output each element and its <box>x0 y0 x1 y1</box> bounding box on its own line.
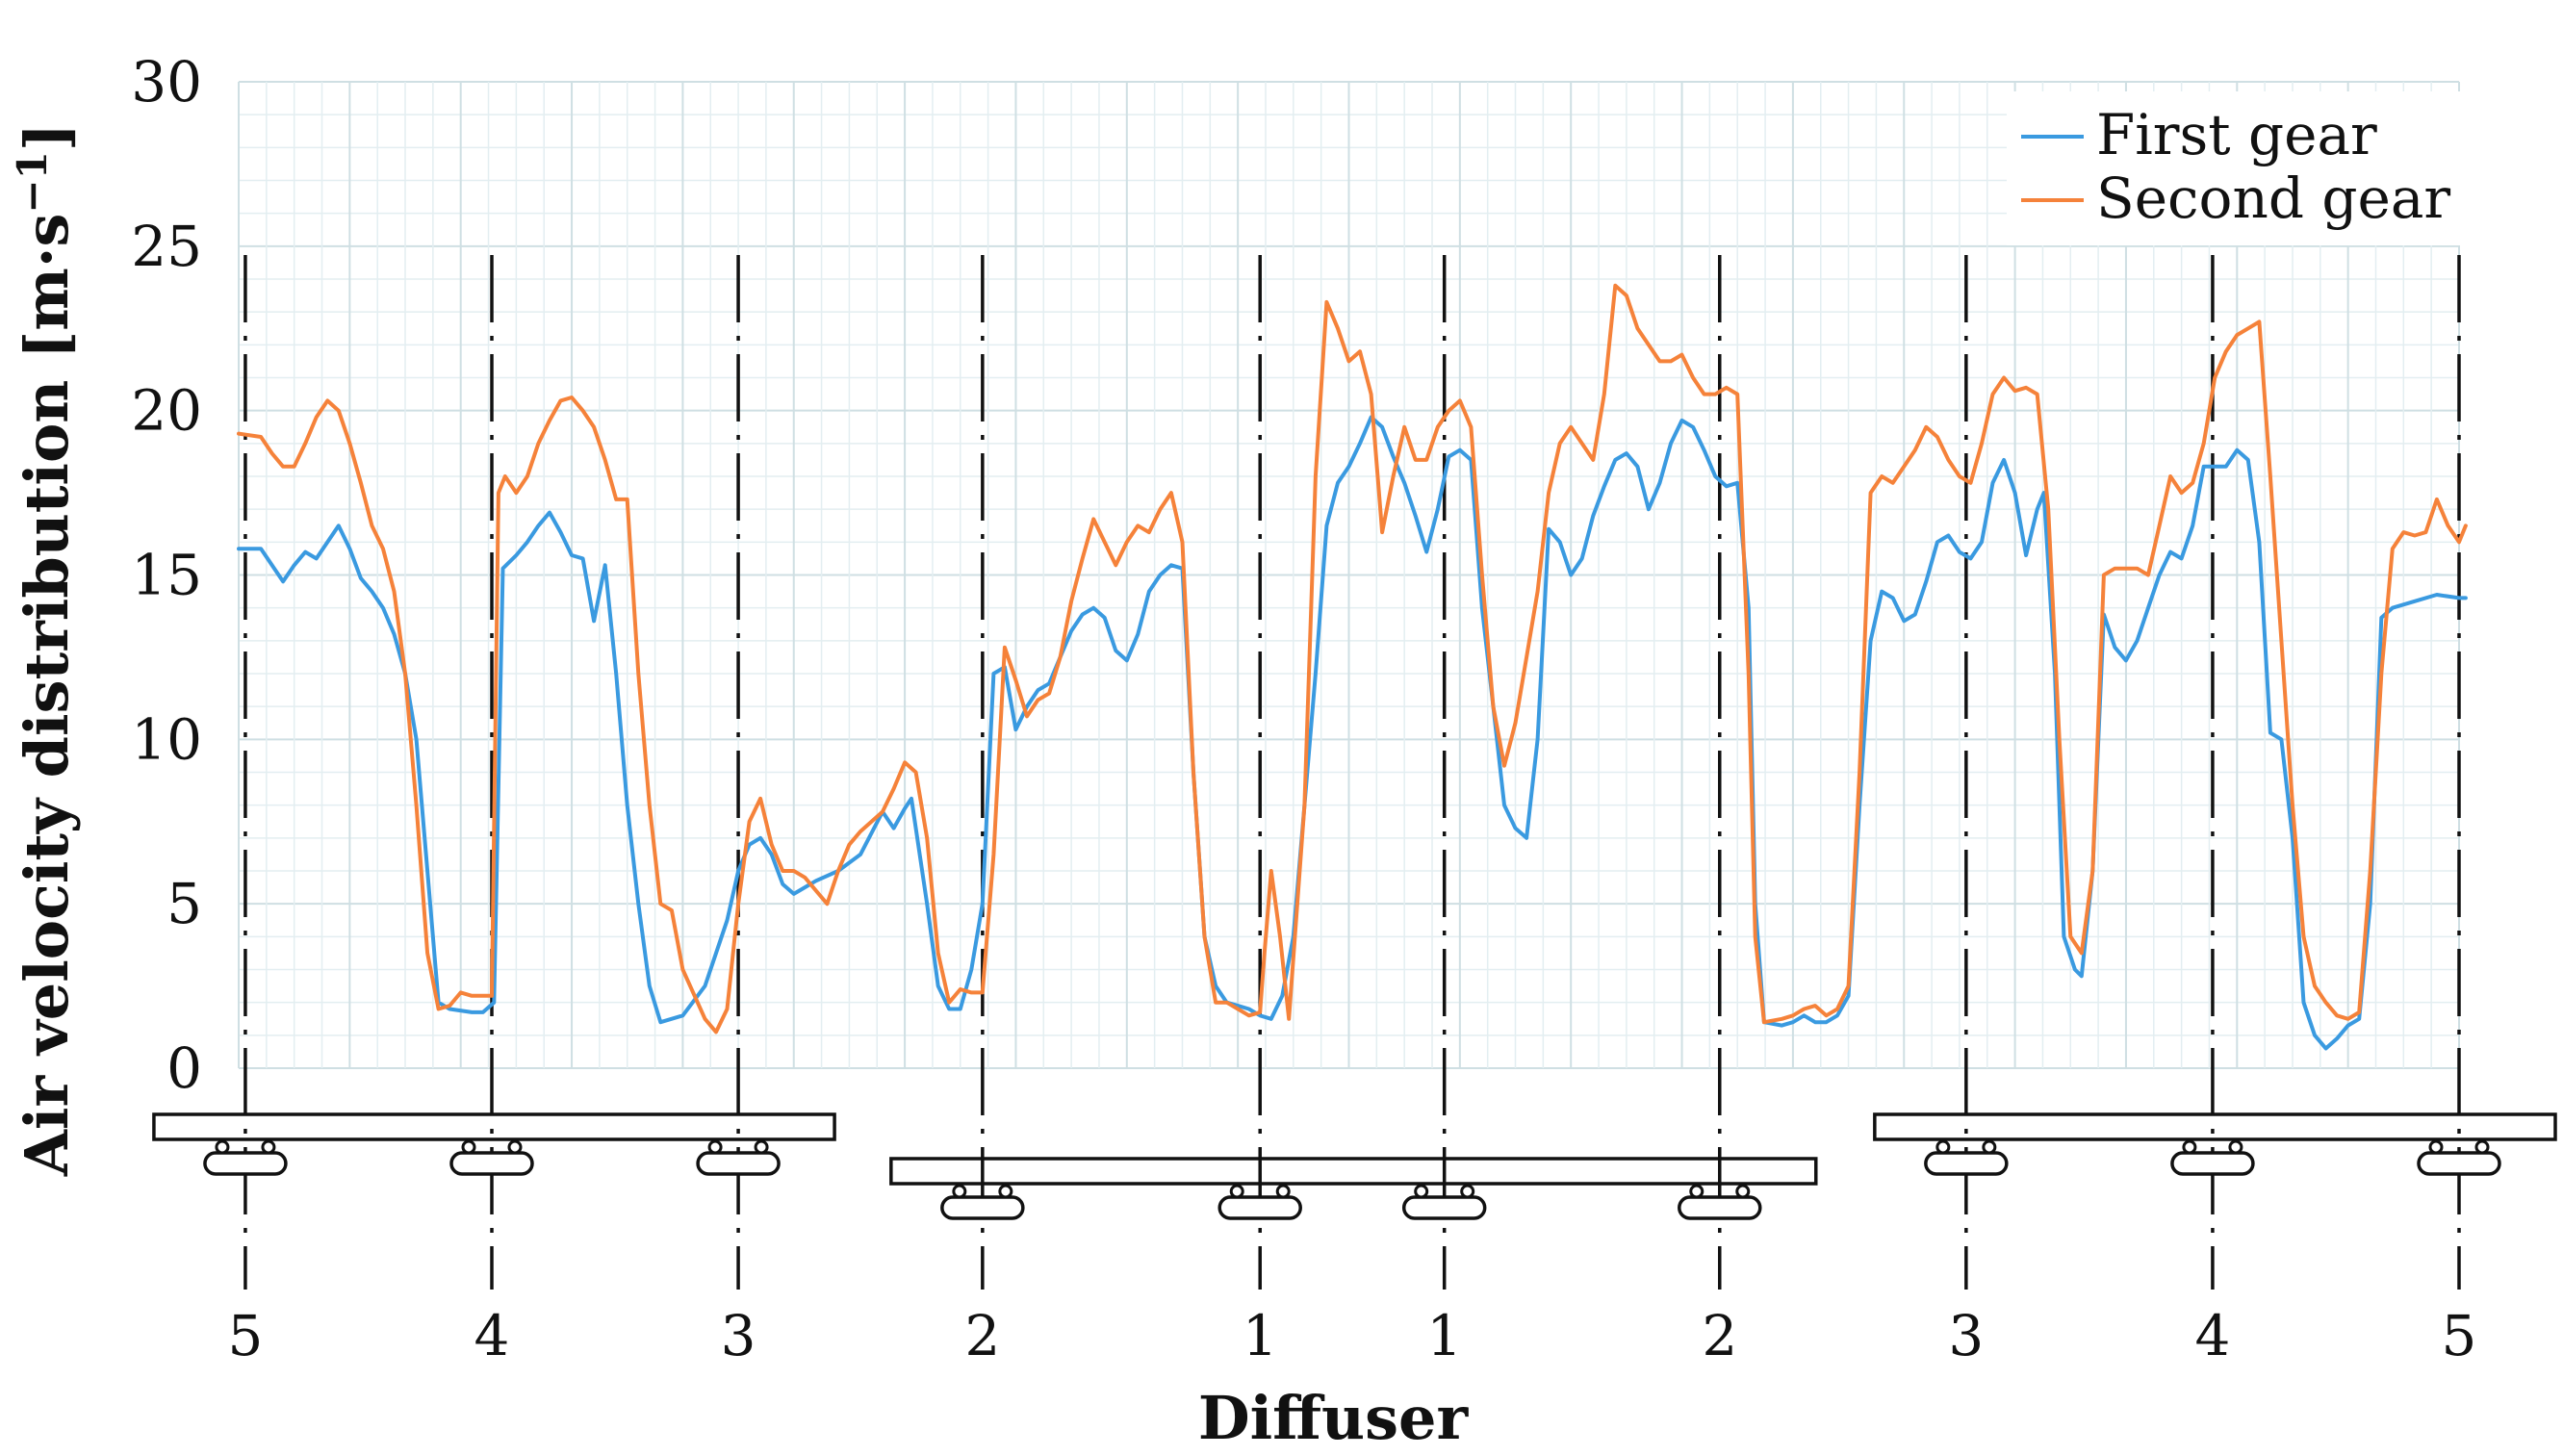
diffuser-bolt <box>1935 1139 1951 1155</box>
diffuser-label: 5 <box>2442 1303 2477 1368</box>
y-tick-label: 0 <box>167 1035 202 1101</box>
diffuser-bolt <box>1414 1184 1429 1199</box>
y-axis-title: Air velocity distribution [m·s−1] <box>9 123 82 1177</box>
diffuser-bolt <box>2182 1139 2197 1155</box>
diffuser-label: 3 <box>721 1303 756 1368</box>
y-axis-title-close: ] <box>12 123 82 151</box>
diffuser-label: 4 <box>2194 1303 2230 1368</box>
diffuser-bolt <box>952 1184 967 1199</box>
diffuser-clip <box>1924 1151 2009 1176</box>
diffuser-bolt <box>707 1139 723 1155</box>
legend: First gear Second gear <box>2007 91 2478 245</box>
diffuser-clip <box>449 1151 534 1176</box>
diffuser-bolt <box>1460 1184 1475 1199</box>
diffuser-label: 4 <box>474 1303 510 1368</box>
diffuser-bolt <box>754 1139 769 1155</box>
diffuser-label: 5 <box>227 1303 263 1368</box>
y-tick-label: 30 <box>131 49 202 115</box>
diffuser-bolt <box>1229 1184 1244 1199</box>
y-tick-label: 10 <box>131 706 202 772</box>
grid <box>238 81 2460 1069</box>
series-lines <box>237 283 2468 1051</box>
legend-box <box>2007 91 2478 245</box>
series-line-second-gear <box>237 283 2468 1035</box>
diffuser-bolt <box>1689 1184 1704 1199</box>
y-tick-label: 15 <box>131 543 202 608</box>
y-tick-label: 25 <box>131 214 202 279</box>
diffuser-clip <box>1401 1195 1487 1220</box>
legend-label-first-gear: First gear <box>2096 102 2377 167</box>
diffuser-bolt <box>998 1184 1013 1199</box>
diffuser-clip <box>2170 1151 2255 1176</box>
diffuser-markers: 5 4 3 2 1 1 2 3 4 5 <box>152 255 2557 1368</box>
duct-plate <box>889 1157 1818 1186</box>
diffuser-label: 1 <box>1426 1303 1462 1368</box>
duct-plate <box>1873 1112 2557 1141</box>
diffuser-clip <box>2417 1151 2501 1176</box>
legend-label-second-gear: Second gear <box>2096 166 2450 231</box>
diffuser-bolt <box>261 1139 276 1155</box>
diffuser-bolt <box>2228 1139 2243 1155</box>
diffuser-bolt <box>2428 1139 2444 1155</box>
diffuser-bolt <box>1275 1184 1291 1199</box>
duct-plate <box>152 1112 836 1141</box>
y-axis-title-superscript: −1 <box>9 151 56 213</box>
diffuser-bolt <box>2474 1139 2490 1155</box>
diffuser-label: 2 <box>1702 1303 1737 1368</box>
diffuser-clip <box>1678 1195 1762 1220</box>
diffuser-bolt <box>507 1139 523 1155</box>
diffuser-bolt <box>461 1139 476 1155</box>
y-tick-labels: 0 5 10 15 20 25 30 <box>131 49 202 1101</box>
diffuser-clip <box>203 1151 288 1176</box>
y-tick-label: 20 <box>131 378 202 444</box>
diffuser-bolt <box>1735 1184 1751 1199</box>
y-tick-label: 5 <box>167 871 202 936</box>
diffuser-bolt <box>1982 1139 1997 1155</box>
x-axis-title: Diffuser <box>1198 1383 1470 1453</box>
series-line-first-gear <box>237 415 2468 1051</box>
diffuser-clip <box>696 1151 781 1176</box>
y-axis-title-main: Air velocity distribution [m·s <box>12 214 82 1178</box>
diffuser-label: 1 <box>1243 1303 1278 1368</box>
diffuser-label: 3 <box>1948 1303 1984 1368</box>
diffuser-clip <box>940 1195 1025 1220</box>
diffuser-clip <box>1217 1195 1302 1220</box>
diffuser-label: 2 <box>964 1303 1000 1368</box>
diffuser-bolt <box>215 1139 230 1155</box>
